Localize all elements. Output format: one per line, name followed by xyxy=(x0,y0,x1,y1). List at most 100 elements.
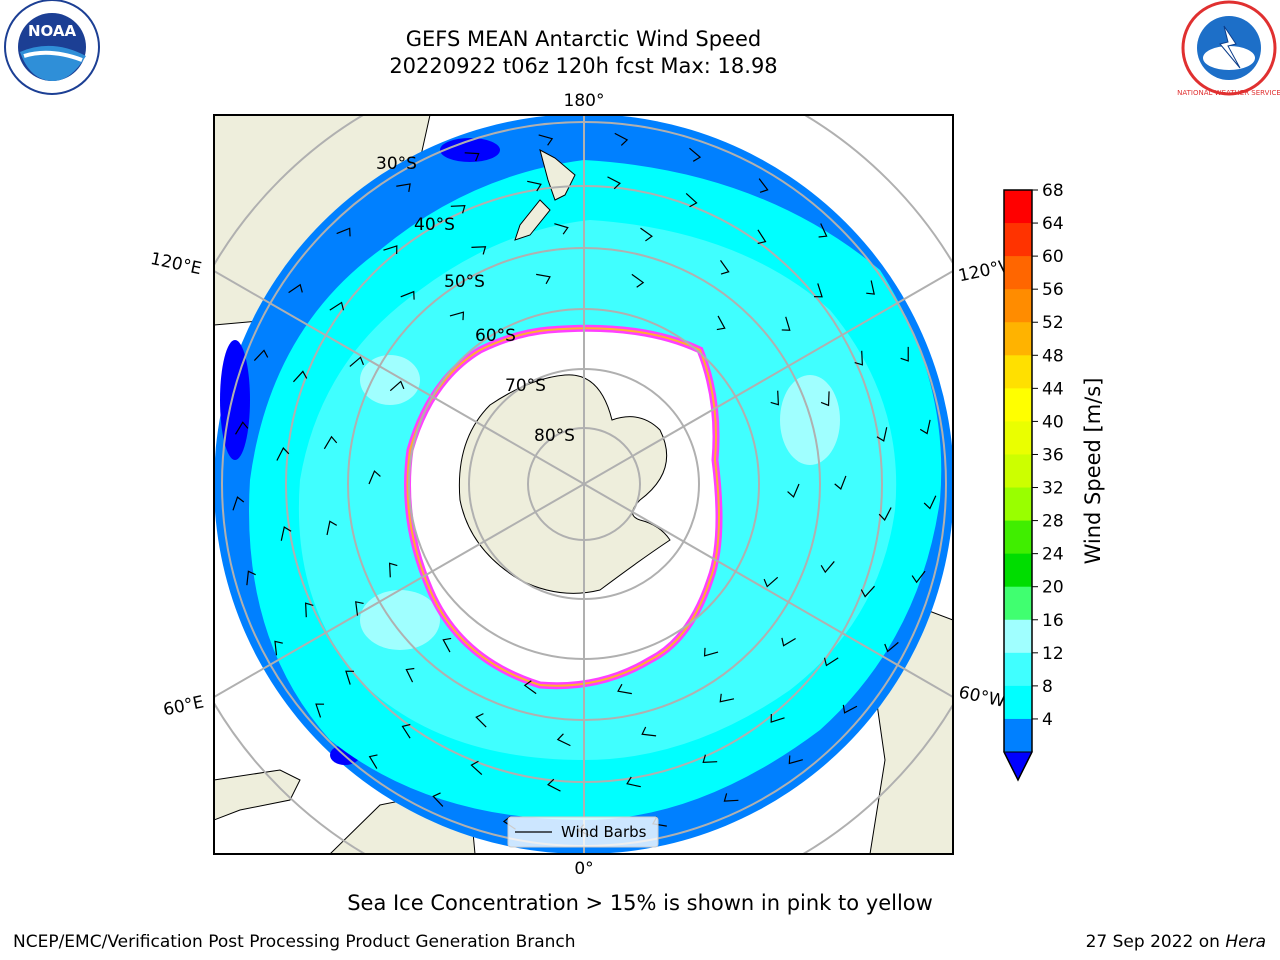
wind-barb xyxy=(368,754,378,769)
wind-barb xyxy=(246,570,256,586)
wind-barb xyxy=(911,570,926,584)
colorbar-block xyxy=(1004,685,1032,720)
wind-barb xyxy=(276,447,290,461)
wind-barb xyxy=(860,585,875,598)
wind-barb xyxy=(781,637,796,647)
wind-barb xyxy=(288,283,303,294)
colorbar-tick-label: 32 xyxy=(1042,479,1064,499)
wind-barb xyxy=(538,134,554,146)
footer-branch: NCEP/EMC/Verification Post Processing Pr… xyxy=(13,932,576,952)
colorbar-tick-label: 4 xyxy=(1042,710,1053,730)
colorbar-tick-label: 40 xyxy=(1042,412,1064,432)
wind-barb xyxy=(329,301,345,311)
colorbar-block xyxy=(1004,223,1032,257)
wind-barb xyxy=(471,246,487,255)
wind-barb xyxy=(450,204,466,214)
wind-barb xyxy=(876,427,888,442)
colorbar-block xyxy=(1004,421,1032,455)
sea-ice-note: Sea Ice Concentration > 15% is shown in … xyxy=(347,891,933,915)
wind-barb xyxy=(304,602,314,618)
nws-logo-text: NATIONAL WEATHER SERVICE xyxy=(1177,89,1280,97)
map-subtitle: 20220922 t06z 120h fcst Max: 18.98 xyxy=(389,54,778,78)
wind-barb xyxy=(547,778,561,792)
wind-barb xyxy=(400,290,415,300)
wind-barb xyxy=(253,349,269,361)
wind-barb xyxy=(432,792,444,807)
footer-date: 27 Sep 2022 on Hera xyxy=(1085,932,1266,952)
wind-barb xyxy=(900,346,909,362)
lat-label-50s: 50°S xyxy=(444,272,485,292)
wind-barb xyxy=(383,245,398,254)
wind-barb xyxy=(770,714,785,723)
wind-barb xyxy=(854,350,864,366)
wind-barb xyxy=(923,495,937,510)
wind-barb xyxy=(770,390,780,406)
colorbar-block xyxy=(1004,454,1032,489)
wind-barb xyxy=(758,178,769,193)
colorbar-block xyxy=(1004,388,1032,422)
wind-barb xyxy=(820,391,830,407)
colorbar: 68 64 60 56 52 48 44 40 36 32 28 24 20 16 12 8 4 Wind Sp… xyxy=(1003,181,1105,782)
wind-barb xyxy=(349,356,365,367)
legend-box xyxy=(507,816,659,848)
colorbar-tick-label: 56 xyxy=(1042,280,1064,300)
colorbar-block xyxy=(1004,553,1032,588)
wind-barb xyxy=(631,273,645,288)
wind-barb xyxy=(336,227,351,237)
wind-barb xyxy=(614,132,629,146)
wind-barb xyxy=(640,227,653,242)
wind-barb xyxy=(787,483,800,498)
wind-barb xyxy=(685,193,698,208)
colorbar-tick-label: 16 xyxy=(1042,611,1064,631)
wind-barb xyxy=(763,576,779,588)
colorbar-extend-arrow xyxy=(1003,751,1033,782)
wind-barb xyxy=(842,704,858,714)
wind-barb xyxy=(818,223,828,238)
wind-barb xyxy=(475,713,487,728)
colorbar-tick-label: 48 xyxy=(1042,346,1064,366)
colorbar-block xyxy=(1004,586,1032,621)
wind-barb xyxy=(878,507,892,521)
noaa-logo: NOAA xyxy=(4,0,100,95)
nws-logo: NATIONAL WEATHER SERVICE xyxy=(1177,0,1280,97)
lat-label-80s: 80°S xyxy=(534,426,575,446)
wind-barb xyxy=(389,380,405,392)
wind-barb xyxy=(788,755,803,765)
wind-barb xyxy=(536,273,551,285)
wind-barb xyxy=(315,703,325,718)
map-title: GEFS MEAN Antarctic Wind Speed xyxy=(405,27,762,51)
wind-barb xyxy=(556,733,571,747)
colorbar-block xyxy=(1004,322,1032,356)
colorbar-tick-label: 60 xyxy=(1042,247,1064,267)
wind-barb xyxy=(617,683,632,695)
colorbar-tick-label: 28 xyxy=(1042,512,1064,532)
wind-barb xyxy=(689,147,702,162)
wind-barb xyxy=(345,670,354,685)
colorbar-block xyxy=(1004,190,1032,224)
wind-barb xyxy=(405,667,415,683)
wind-barbs xyxy=(232,132,937,837)
wind-barb xyxy=(703,647,719,657)
wind-barb xyxy=(641,726,657,737)
colorbar-tick-label: 24 xyxy=(1042,545,1064,565)
wind-barb xyxy=(866,280,875,295)
colorbar-block xyxy=(1004,289,1032,323)
colorbar-block xyxy=(1004,355,1032,389)
lat-label-30s: 30°S xyxy=(376,154,417,174)
wind-barb xyxy=(323,435,338,450)
colorbar-tick-label: 36 xyxy=(1042,445,1064,465)
wind-barb xyxy=(554,223,569,235)
lon-label-0: 0° xyxy=(574,859,593,879)
colorbar-tick-label: 52 xyxy=(1042,313,1064,333)
lon-label-120e: 120°E xyxy=(149,249,204,279)
wind-barb xyxy=(326,520,338,536)
colorbar-tick-label: 44 xyxy=(1042,379,1064,399)
noaa-logo-text: NOAA xyxy=(28,22,77,40)
new-zealand-land xyxy=(514,149,576,241)
wind-barb xyxy=(442,637,452,653)
wind-barb xyxy=(388,562,398,578)
lon-label-60e: 60°E xyxy=(162,692,206,720)
wind-barb xyxy=(464,152,480,162)
wind-barb xyxy=(820,561,835,574)
wind-barb xyxy=(401,723,411,739)
